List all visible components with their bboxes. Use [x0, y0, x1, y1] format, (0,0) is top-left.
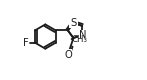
- Text: N: N: [79, 30, 86, 40]
- Text: CH₃: CH₃: [72, 35, 87, 44]
- Text: O: O: [64, 50, 72, 60]
- Text: N: N: [69, 18, 77, 28]
- Text: F: F: [22, 38, 28, 48]
- Text: S: S: [71, 18, 77, 28]
